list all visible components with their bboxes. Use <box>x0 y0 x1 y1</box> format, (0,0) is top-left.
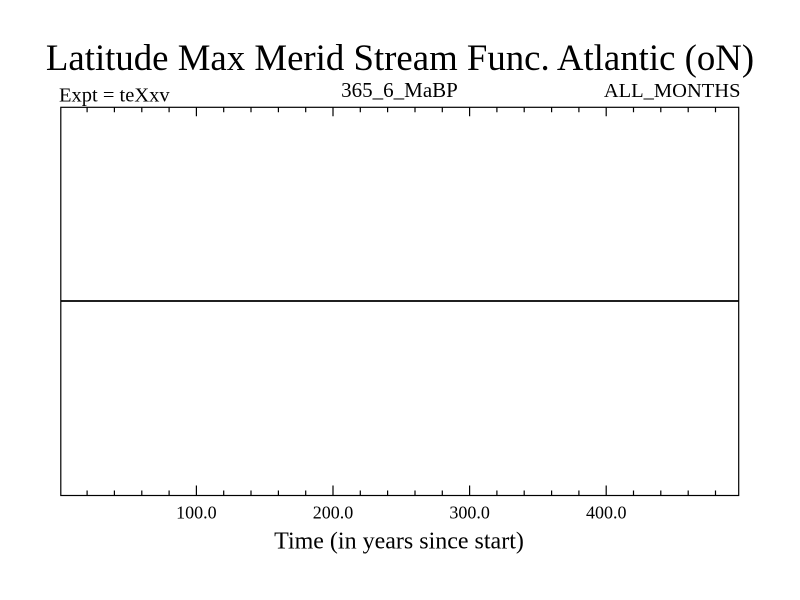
svg-text:365_6_MaBP: 365_6_MaBP <box>341 78 458 102</box>
svg-text:ALL_MONTHS: ALL_MONTHS <box>604 80 741 102</box>
svg-text:100.0: 100.0 <box>176 503 217 523</box>
svg-text:Latitude Max Merid Stream Func: Latitude Max Merid Stream Func. Atlantic… <box>46 37 754 78</box>
svg-text:Time (in years since start): Time (in years since start) <box>274 529 524 555</box>
svg-text:200.0: 200.0 <box>313 503 354 523</box>
svg-text:Expt = teXxv: Expt = teXxv <box>59 85 170 107</box>
svg-text:300.0: 300.0 <box>449 503 490 523</box>
svg-text:400.0: 400.0 <box>586 503 627 523</box>
